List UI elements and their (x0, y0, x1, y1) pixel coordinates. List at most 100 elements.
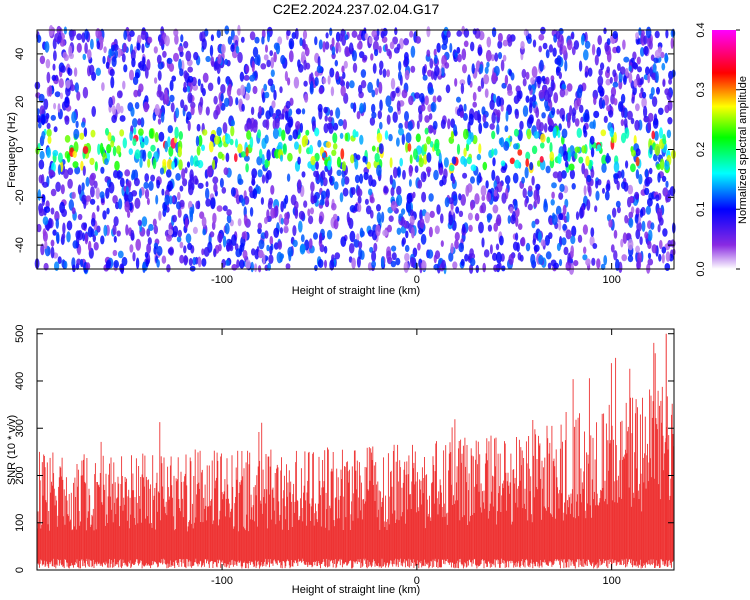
heatmap-cell (635, 207, 640, 215)
heatmap-cell (420, 171, 427, 183)
heatmap-cell (221, 43, 226, 55)
heatmap-cell (265, 44, 268, 53)
heatmap-cell (477, 113, 482, 120)
heatmap-cell (329, 175, 333, 184)
heatmap-cell (216, 126, 222, 137)
heatmap-cell (632, 85, 637, 96)
heatmap-cell (111, 56, 117, 68)
heatmap-cell (190, 155, 194, 167)
heatmap-cell (509, 206, 514, 214)
heatmap-cell (623, 56, 630, 63)
heatmap-cell (314, 36, 318, 46)
heatmap-cell (318, 86, 324, 95)
heatmap-cell (559, 44, 563, 51)
heatmap-cell (239, 71, 245, 82)
heatmap-cell (628, 211, 634, 219)
heatmap-cell (117, 47, 122, 58)
heatmap-cell (37, 189, 41, 201)
heatmap-cell (501, 265, 506, 272)
heatmap-cell (159, 167, 165, 175)
heatmap-cell (352, 50, 357, 62)
heatmap-cell (317, 103, 323, 113)
heatmap-cell (612, 69, 617, 78)
heatmap-cell (210, 197, 216, 210)
heatmap-cell (418, 227, 424, 235)
heatmap-cell (248, 185, 253, 193)
heatmap-cell (39, 150, 45, 160)
heatmap-cell (382, 68, 387, 78)
heatmap-cell (156, 259, 160, 268)
heatmap-cell (657, 224, 661, 233)
heatmap-cell (284, 70, 288, 82)
heatmap-cell (105, 127, 109, 136)
heatmap-cell (576, 97, 581, 107)
heatmap-cell (237, 218, 242, 227)
heatmap-cell (524, 198, 528, 208)
heatmap-cell (269, 50, 274, 57)
heatmap-cell (380, 30, 385, 39)
heatmap-cell (635, 103, 640, 112)
heatmap-cell (243, 214, 248, 226)
heatmap-cell (396, 227, 402, 235)
heatmap-cell (270, 207, 276, 219)
heatmap-cell (180, 34, 184, 43)
heatmap-cell (129, 131, 133, 141)
heatmap-cell (486, 61, 490, 68)
heatmap-cell (175, 107, 180, 119)
heatmap-cell (146, 243, 152, 254)
heatmap-cell (351, 30, 358, 38)
heatmap-cell (245, 163, 249, 173)
heatmap-cell (613, 131, 617, 143)
heatmap-cell (527, 203, 533, 211)
heatmap-cell (440, 119, 446, 129)
heatmap-cell (398, 70, 402, 81)
heatmap-cell (582, 254, 588, 261)
heatmap-cell (172, 214, 177, 223)
heatmap-cell (301, 51, 306, 61)
heatmap-cell (267, 31, 270, 43)
heatmap-cell (89, 64, 95, 76)
heatmap-cell (665, 29, 669, 39)
heatmap-cell (401, 89, 408, 99)
heatmap-cell (240, 84, 246, 97)
heatmap-cell (106, 207, 110, 215)
heatmap-cell (325, 188, 330, 199)
heatmap-cell (187, 75, 194, 83)
heatmap-cell (44, 41, 50, 53)
heatmap-cell (63, 260, 68, 270)
heatmap-cell (383, 185, 388, 194)
heatmap-cell (561, 128, 568, 139)
heatmap-cell (183, 255, 189, 264)
heatmap-cell (551, 214, 558, 226)
heatmap-cell (460, 83, 465, 95)
heatmap-cell (251, 248, 256, 256)
heatmap-cell (606, 50, 612, 63)
heatmap-cell (43, 98, 49, 110)
heatmap-cell (197, 182, 204, 189)
heatmap-cell (292, 225, 297, 237)
x-tick-label: 0 (414, 274, 420, 286)
heatmap-cell (529, 162, 534, 171)
heatmap-cell (46, 122, 51, 130)
heatmap-cell (376, 28, 380, 37)
heatmap-cell (458, 193, 462, 201)
heatmap-cell (635, 156, 640, 167)
heatmap-cell (164, 140, 169, 153)
heatmap-cell (84, 232, 89, 245)
heatmap-cell (203, 246, 210, 257)
heatmap-cell (578, 104, 584, 114)
heatmap-cell (570, 235, 576, 245)
heatmap-cell (477, 85, 482, 92)
heatmap-cell (629, 195, 634, 204)
heatmap-cell (583, 246, 587, 254)
heatmap-cell (487, 215, 491, 223)
heatmap-cell (492, 204, 499, 214)
heatmap-cell (186, 85, 191, 93)
heatmap-cell (403, 58, 409, 68)
heatmap-cell (288, 250, 292, 262)
heatmap-cell (585, 155, 590, 167)
heatmap-cell (456, 96, 461, 103)
heatmap-cell (263, 83, 268, 92)
heatmap-cell (264, 217, 268, 224)
heatmap-cell (183, 104, 188, 112)
